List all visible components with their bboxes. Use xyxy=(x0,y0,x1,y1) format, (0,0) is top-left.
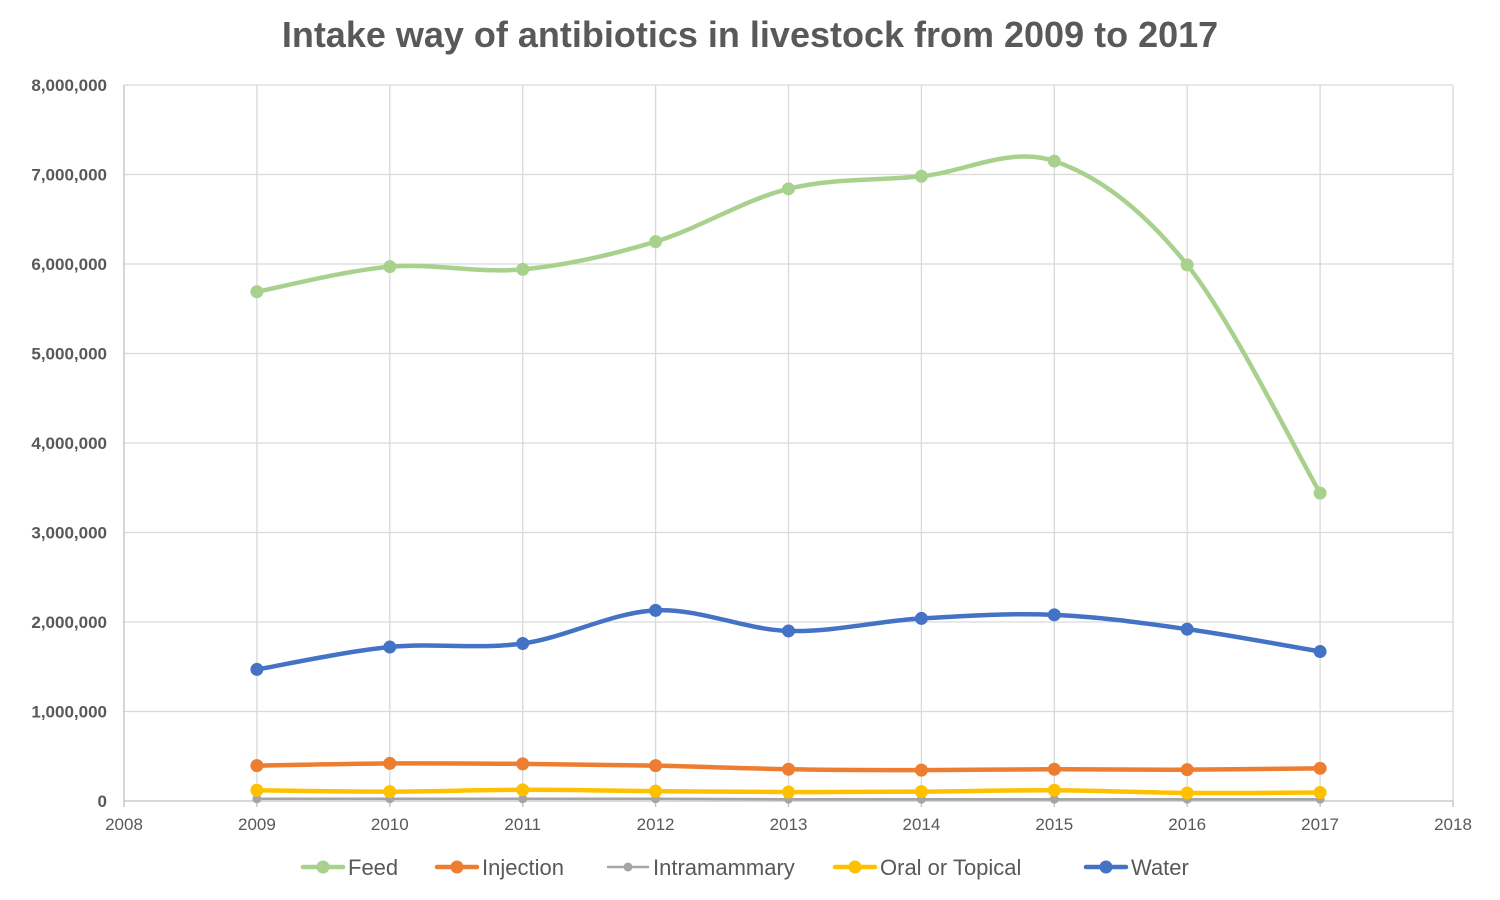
series-oral-or-topical xyxy=(250,783,1327,800)
y-tick-label: 0 xyxy=(98,792,107,811)
legend-label: Water xyxy=(1131,855,1189,880)
data-point-intramammary xyxy=(252,794,262,804)
data-point-injection xyxy=(782,762,795,776)
data-point-injection xyxy=(383,756,397,770)
y-tick-label: 7,000,000 xyxy=(31,166,107,185)
data-point-injection xyxy=(1180,763,1194,777)
data-point-intramammary xyxy=(518,794,528,804)
data-point-water xyxy=(516,636,530,650)
data-point-water xyxy=(1180,622,1194,636)
legend-label: Oral or Topical xyxy=(880,855,1021,880)
x-tick-label: 2017 xyxy=(1301,815,1339,834)
y-tick-label: 3,000,000 xyxy=(31,524,107,543)
legend-label: Injection xyxy=(482,855,564,880)
x-tick-label: 2011 xyxy=(504,815,541,834)
x-tick-label: 2013 xyxy=(770,815,808,834)
y-tick-label: 2,000,000 xyxy=(31,613,107,632)
data-point-feed xyxy=(649,235,663,249)
legend-swatch-marker xyxy=(848,860,862,874)
legend-label: Intramammary xyxy=(653,855,795,880)
legend-swatch-marker xyxy=(450,860,464,874)
data-point-injection xyxy=(1047,762,1061,776)
legend-item-oral-or-topical: Oral or Topical xyxy=(832,855,1021,880)
y-tick-label: 5,000,000 xyxy=(31,345,107,364)
x-tick-label: 2015 xyxy=(1035,815,1073,834)
legend-swatch-marker xyxy=(623,862,633,872)
data-point-oral-or-topical xyxy=(383,785,397,799)
data-point-oral-or-topical xyxy=(1180,786,1194,800)
data-point-injection xyxy=(914,763,928,777)
gridlines xyxy=(124,84,1454,801)
data-point-feed xyxy=(383,260,397,274)
legend-label: Feed xyxy=(348,855,398,880)
y-tick-label: 4,000,000 xyxy=(31,434,107,453)
data-point-injection xyxy=(250,759,264,773)
y-tick-labels: 0 1,000,000 2,000,000 3,000,000 4,000,000 5,0… xyxy=(31,76,107,811)
data-point-feed xyxy=(782,182,795,196)
data-point-oral-or-topical xyxy=(782,785,795,799)
data-point-feed xyxy=(250,285,264,299)
data-point-water xyxy=(1313,645,1327,659)
data-point-injection xyxy=(516,757,530,771)
legend-swatch-marker xyxy=(1099,860,1113,874)
y-tick-label: 6,000,000 xyxy=(31,255,107,274)
x-tick-labels: 2008 2009 2010 2011 2012 2013 2014 2015 2016 2017… xyxy=(105,815,1472,834)
legend-item-injection: Injection xyxy=(434,855,564,880)
x-tick-label: 2016 xyxy=(1168,815,1206,834)
legend-item-feed: Feed xyxy=(300,855,398,880)
y-tick-label: 8,000,000 xyxy=(31,76,107,95)
x-tick-label: 2014 xyxy=(902,815,940,834)
y-tick-label: 1,000,000 xyxy=(31,703,107,722)
data-point-feed xyxy=(1047,154,1061,168)
data-point-feed xyxy=(914,169,928,183)
x-tick-label: 2018 xyxy=(1434,815,1472,834)
data-point-water xyxy=(250,662,264,676)
series-lines xyxy=(250,154,1327,804)
chart-title: Intake way of antibiotics in livestock f… xyxy=(281,14,1219,55)
data-point-water xyxy=(383,640,397,654)
legend-item-intramammary: Intramammary xyxy=(606,855,795,880)
data-point-oral-or-topical xyxy=(250,783,264,797)
data-point-feed xyxy=(516,262,530,276)
data-point-oral-or-topical xyxy=(1313,785,1327,799)
x-tick-label: 2008 xyxy=(105,815,143,834)
legend: Feed Injection Intramammary Oral or Topical… xyxy=(300,855,1189,880)
x-tick-label: 2009 xyxy=(238,815,276,834)
data-point-feed xyxy=(1313,486,1327,500)
data-point-oral-or-topical xyxy=(914,785,928,799)
data-point-oral-or-topical xyxy=(1047,783,1061,797)
data-point-injection xyxy=(1313,761,1327,775)
data-point-intramammary xyxy=(1049,794,1059,804)
x-tick-label: 2010 xyxy=(371,815,409,834)
data-point-water xyxy=(782,624,795,638)
data-point-oral-or-topical xyxy=(516,783,530,797)
series-water xyxy=(250,603,1327,676)
data-point-injection xyxy=(649,759,663,773)
legend-item-water: Water xyxy=(1083,855,1189,880)
data-point-water xyxy=(1047,608,1061,622)
series-feed xyxy=(250,154,1327,500)
data-point-water xyxy=(649,603,663,617)
data-point-feed xyxy=(1180,258,1194,272)
series-injection xyxy=(250,756,1327,777)
data-point-water xyxy=(914,611,928,625)
data-point-oral-or-topical xyxy=(649,784,663,798)
x-tick-label: 2012 xyxy=(637,815,675,834)
legend-swatch-marker xyxy=(316,860,330,874)
